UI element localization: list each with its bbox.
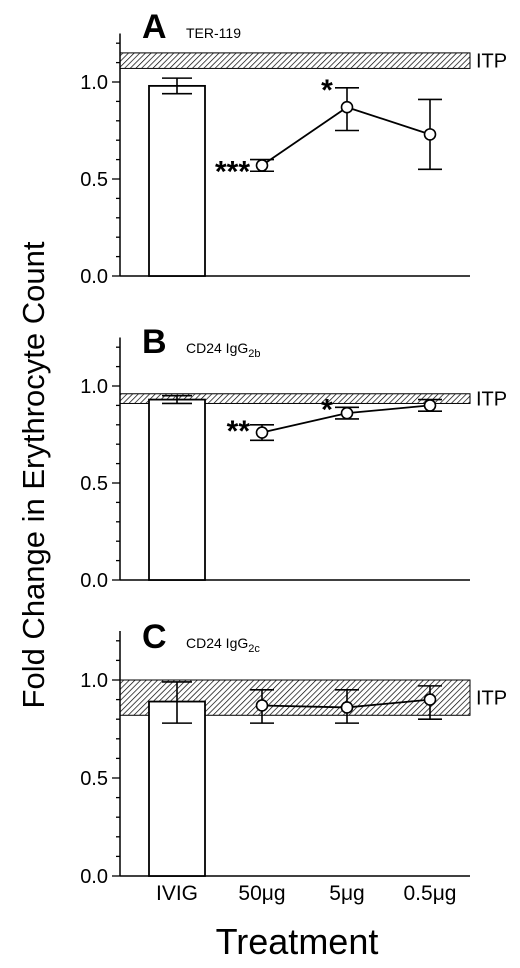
panel-title-subscript: 2c	[248, 643, 260, 655]
y-tick-label: 0.5	[80, 169, 108, 191]
x-category-labels: IVIG 50μg 5μg 0.5μg	[156, 882, 457, 905]
reference-band	[119, 52, 471, 69]
y-tick-label: 1.0	[80, 670, 108, 692]
significance-marker: *	[321, 74, 333, 107]
y-axis-label: Fold Change in Erythrocyte Count	[16, 241, 51, 708]
panel-letter: A	[142, 8, 167, 46]
bar-ivig	[148, 700, 206, 877]
x-tick-label-50ug: 50μg	[238, 882, 285, 905]
x-tick-label-ivig: IVIG	[156, 882, 198, 905]
data-point	[423, 128, 437, 141]
panel-title: CD24 IgG2b	[186, 340, 261, 360]
data-point	[255, 699, 269, 712]
panel-title: CD24 IgG2c	[186, 635, 260, 655]
x-axis-label: Treatment	[216, 921, 379, 962]
y-tick-label: 0.0	[80, 570, 108, 592]
significance-marker: *	[321, 393, 333, 426]
series-line	[261, 106, 431, 167]
panel-c: ITP 0.0 0.5 1.0 C CD24 IgG2c	[80, 618, 507, 888]
data-point	[255, 159, 269, 172]
y-tick-label: 0.0	[80, 866, 108, 888]
significance-marker: **	[227, 415, 251, 448]
bar-ivig	[148, 84, 206, 277]
data-point	[340, 406, 354, 420]
data-point	[423, 693, 437, 706]
panel-letter: B	[142, 323, 167, 361]
data-point	[340, 100, 354, 114]
y-tick-label: 1.0	[80, 376, 108, 398]
data-point	[423, 399, 437, 412]
y-tick-label: 0.5	[80, 473, 108, 495]
y-tick-label: 0.0	[80, 266, 108, 288]
bar-ivig	[148, 398, 206, 581]
panel-title-subscript: 2b	[248, 348, 260, 360]
reference-band-label: ITP	[476, 389, 507, 411]
data-point	[340, 701, 354, 714]
reference-band-label: ITP	[476, 51, 507, 73]
y-tick-label: 0.5	[80, 768, 108, 790]
significance-marker: ***	[215, 156, 250, 189]
data-point	[255, 426, 269, 439]
x-tick-label-05ug: 0.5μg	[404, 882, 457, 905]
panel-title: TER-119	[186, 25, 241, 41]
panel-letter: C	[142, 618, 167, 656]
x-tick-label-5ug: 5μg	[329, 882, 364, 905]
reference-band-label: ITP	[476, 688, 507, 710]
y-tick-label: 1.0	[80, 72, 108, 94]
